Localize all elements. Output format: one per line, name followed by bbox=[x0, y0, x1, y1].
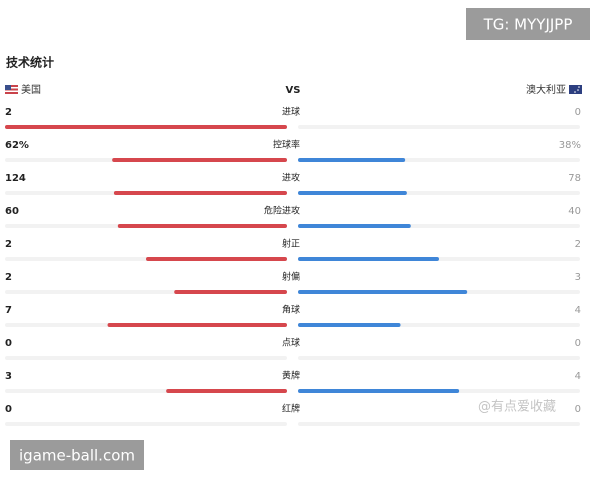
away-value: 4 bbox=[575, 371, 581, 382]
home-bar bbox=[146, 257, 287, 261]
watermark-box bbox=[466, 8, 590, 40]
home-bar bbox=[107, 323, 287, 327]
away-team: 澳大利亚 bbox=[526, 83, 566, 96]
bar-track bbox=[298, 125, 580, 129]
away-bar bbox=[298, 290, 468, 294]
source-watermark: @有点爱收藏 bbox=[478, 400, 556, 415]
section-title: 技术统计 bbox=[6, 55, 54, 70]
home-value: 2 bbox=[5, 239, 12, 250]
stat-label: 进球 bbox=[282, 106, 300, 118]
home-value: 3 bbox=[5, 371, 12, 382]
stat-label: 进攻 bbox=[282, 172, 300, 184]
home-value: 2 bbox=[5, 272, 12, 283]
away-value: 78 bbox=[568, 173, 581, 184]
stat-label: 点球 bbox=[282, 337, 300, 349]
stat-label: 危险进攻 bbox=[264, 205, 300, 217]
home-value: 7 bbox=[5, 305, 12, 316]
away-value: 40 bbox=[568, 206, 581, 217]
away-value: 3 bbox=[575, 272, 581, 283]
home-bar bbox=[174, 290, 287, 294]
bar-track bbox=[5, 422, 287, 426]
home-value: 2 bbox=[5, 107, 12, 118]
bar-track bbox=[298, 356, 580, 360]
away-bar bbox=[298, 191, 407, 195]
watermark-box bbox=[10, 440, 144, 470]
away-value: 4 bbox=[575, 305, 581, 316]
away-value: 38% bbox=[559, 140, 581, 151]
bar-track bbox=[5, 356, 287, 360]
home-value: 0 bbox=[5, 338, 12, 349]
home-value: 62% bbox=[5, 140, 29, 151]
away-bar bbox=[298, 224, 411, 228]
home-team: 美国 bbox=[21, 83, 41, 96]
stat-label: 射偏 bbox=[282, 271, 300, 283]
home-bar bbox=[113, 191, 288, 195]
watermark-text: TG: MYYJJPP bbox=[483, 16, 573, 34]
away-bar bbox=[298, 257, 439, 261]
home-bar bbox=[117, 224, 287, 228]
stat-label: 角球 bbox=[282, 304, 300, 316]
home-value: 60 bbox=[5, 206, 19, 217]
bar-track bbox=[298, 422, 580, 426]
away-bar bbox=[298, 389, 460, 393]
home-bar bbox=[166, 389, 287, 393]
watermark-text: igame-ball.com bbox=[19, 447, 135, 465]
home-value: 124 bbox=[5, 173, 26, 184]
away-value: 0 bbox=[575, 338, 581, 349]
home-flag bbox=[5, 85, 18, 94]
away-value: 0 bbox=[575, 107, 581, 118]
away-bar bbox=[298, 158, 406, 162]
vs-label: VS bbox=[286, 85, 301, 96]
home-value: 0 bbox=[5, 404, 12, 415]
away-value: 0 bbox=[575, 404, 581, 415]
stat-label: 控球率 bbox=[273, 139, 300, 151]
home-bar bbox=[112, 158, 287, 162]
away-flag bbox=[569, 85, 582, 94]
stat-label: 黄牌 bbox=[282, 370, 300, 382]
home-bar bbox=[5, 125, 287, 129]
stat-label: 射正 bbox=[282, 238, 300, 250]
away-value: 2 bbox=[575, 239, 581, 250]
stat-label: 红牌 bbox=[282, 403, 300, 415]
away-bar bbox=[298, 323, 401, 327]
